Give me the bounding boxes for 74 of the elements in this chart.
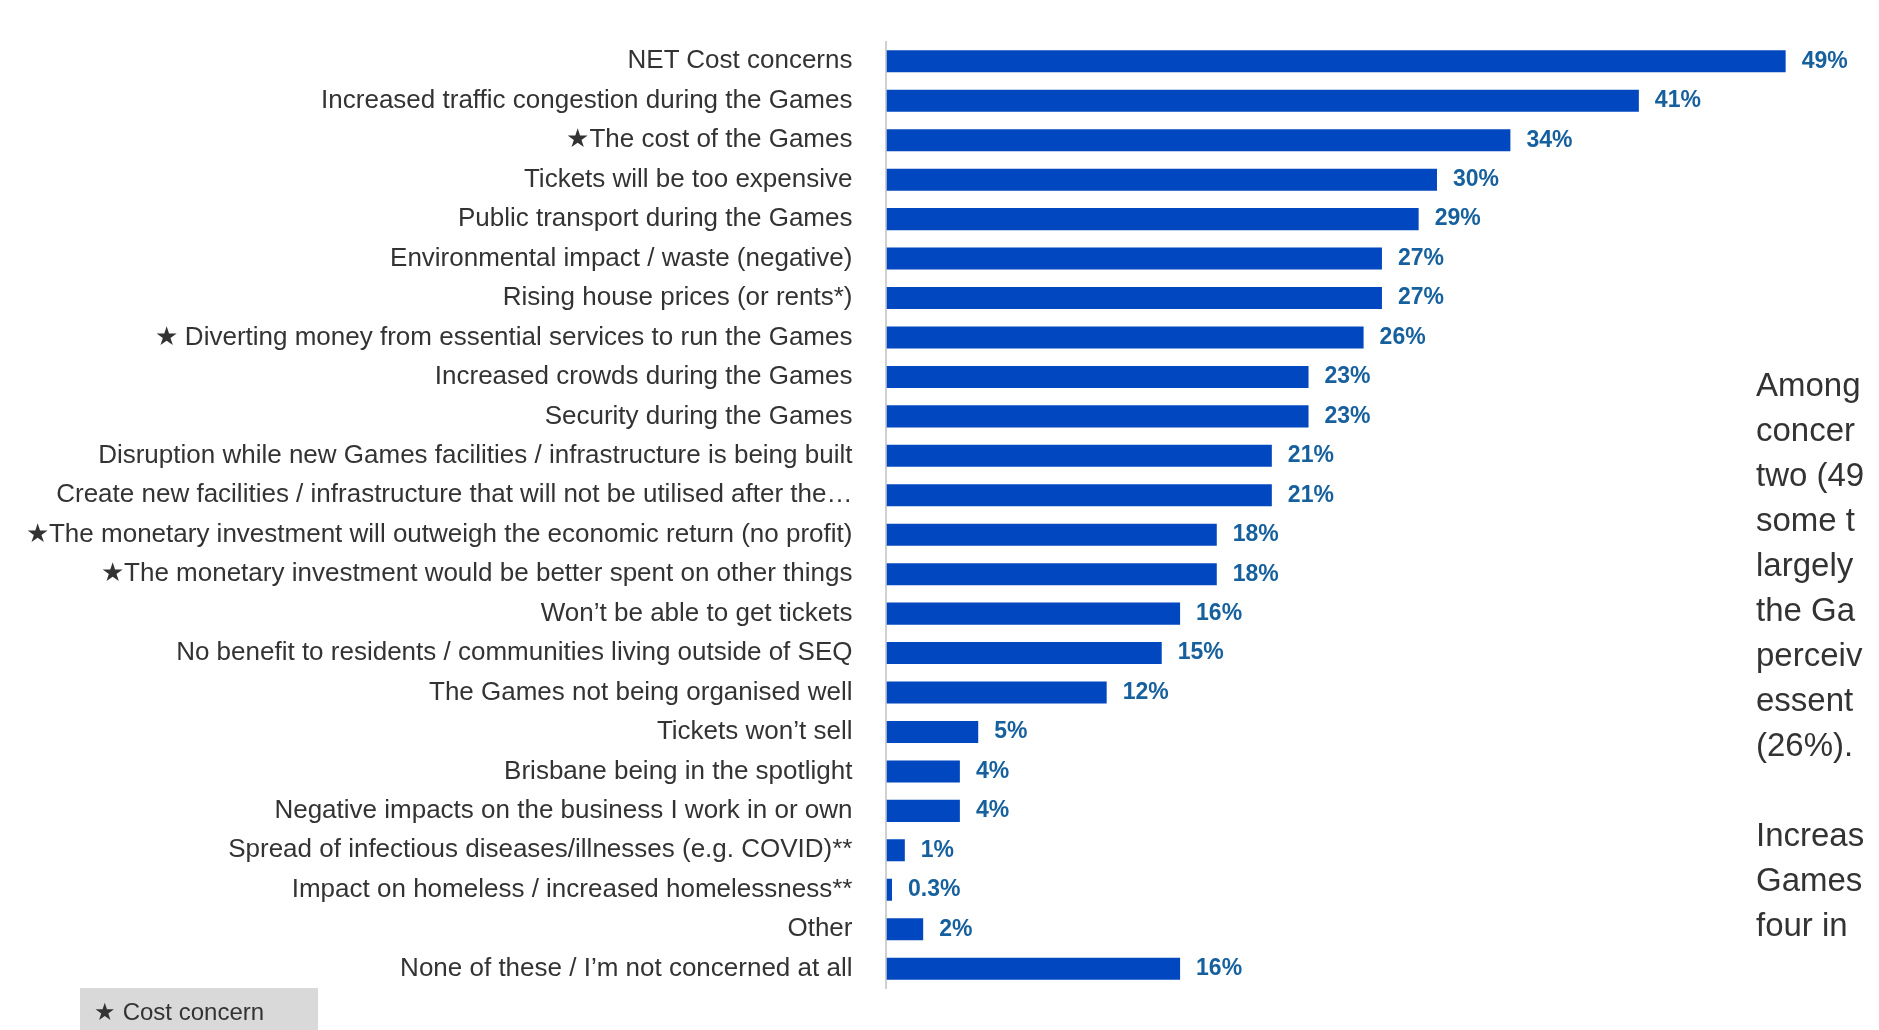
bar: [886, 444, 1272, 467]
y-tick-label: ★The monetary investment would be better spent on other things: [101, 557, 853, 588]
data-label: 2%: [939, 914, 973, 941]
data-label: 12%: [1122, 677, 1169, 704]
y-tick-label: Brisbane being in the spotlight: [504, 754, 854, 785]
bar: [886, 326, 1364, 349]
data-label: 0.3%: [907, 875, 961, 902]
data-label: 4%: [975, 796, 1010, 823]
data-label: 23%: [1324, 401, 1371, 428]
y-tick-label: Increased traffic congestion during the Games: [321, 83, 853, 114]
bar: [886, 50, 1786, 73]
y-tick-label: Public transport during the Games: [457, 202, 853, 233]
y-tick-label: Disruption while new Games facilities / infrastructure is being built: [98, 439, 854, 469]
y-tick-label: None of these / I’m not concerned at all: [400, 951, 853, 982]
data-label: 1%: [920, 835, 955, 862]
y-tick-label: Increased crowds during the Games: [434, 360, 853, 391]
bar: [886, 208, 1419, 231]
text: Among concer two (49 some t largely the Ga perceiv essent (26%). Increas Games four in: [1756, 366, 1865, 943]
y-tick-label: Negative impacts on the business I work in or own: [274, 794, 853, 825]
y-tick-label: No benefit to residents / communities living outside of SEQ: [176, 636, 853, 667]
bar: [886, 799, 960, 822]
bar: [886, 365, 1309, 388]
data-label: 18%: [1232, 559, 1279, 586]
bar: [886, 918, 924, 941]
y-tick-label: Create new facilities / infrastructure that will not be utilised after the…: [56, 478, 853, 509]
bar: [886, 642, 1162, 665]
data-label: 4%: [975, 756, 1010, 783]
bar: [886, 720, 979, 744]
bar: [886, 129, 1511, 152]
bar: [886, 89, 1639, 112]
data-label: 23%: [1324, 362, 1371, 389]
bar: [886, 523, 1217, 546]
bar: [886, 681, 1107, 704]
bar: [886, 602, 1181, 625]
data-label: 15%: [1177, 638, 1224, 665]
bar: [886, 168, 1437, 191]
y-tick-label: ★The monetary investment will outweigh the economic return (no profit): [25, 517, 853, 548]
bar: [886, 878, 892, 901]
y-tick-label: Tickets won’t sell: [656, 715, 853, 746]
bar: [886, 839, 905, 862]
bar: [886, 286, 1382, 310]
bar: [886, 247, 1382, 270]
y-tick-label: Rising house prices (or rents*): [502, 281, 853, 312]
y-tick-label: Other: [787, 912, 853, 943]
bar: [886, 760, 960, 783]
data-label: 49%: [1801, 46, 1848, 73]
y-tick-label: Environmental impact / waste (negative): [390, 241, 853, 272]
text: ★ Cost concern: [80, 988, 318, 1030]
y-tick-label: ★ Diverting money from essential services to run the Games: [154, 320, 853, 351]
data-label: 16%: [1196, 598, 1243, 625]
y-tick-label: NET Cost concerns: [627, 44, 853, 75]
data-label: 5%: [994, 717, 1028, 744]
data-label: 30%: [1452, 165, 1500, 192]
y-tick-label: Security during the Games: [544, 399, 853, 430]
bar: [886, 957, 1181, 980]
data-label: 27%: [1397, 283, 1444, 310]
data-label: 41%: [1654, 86, 1701, 113]
data-label: 27%: [1397, 243, 1444, 270]
data-label: 21%: [1287, 441, 1334, 468]
data-label: 29%: [1434, 204, 1481, 231]
y-tick-label: The Games not being organised well: [429, 675, 853, 706]
y-tick-label: Tickets will be too expensive: [523, 162, 853, 193]
y-tick-label: Won’t be able to get tickets: [540, 596, 853, 627]
y-tick-label: Impact on homeless / increased homelessness**: [291, 872, 853, 903]
data-label: 16%: [1196, 954, 1243, 981]
y-tick-label: ★The cost of the Games: [566, 123, 853, 154]
bar: [886, 484, 1272, 507]
data-label: 18%: [1232, 520, 1279, 547]
y-tick-label: Spread of infectious diseases/illnesses (e.g. COVID)**: [228, 833, 853, 864]
data-label: 34%: [1526, 125, 1573, 152]
data-label: 21%: [1287, 480, 1334, 507]
bar: [886, 405, 1309, 428]
data-label: 26%: [1379, 322, 1426, 349]
bar: [886, 563, 1217, 586]
